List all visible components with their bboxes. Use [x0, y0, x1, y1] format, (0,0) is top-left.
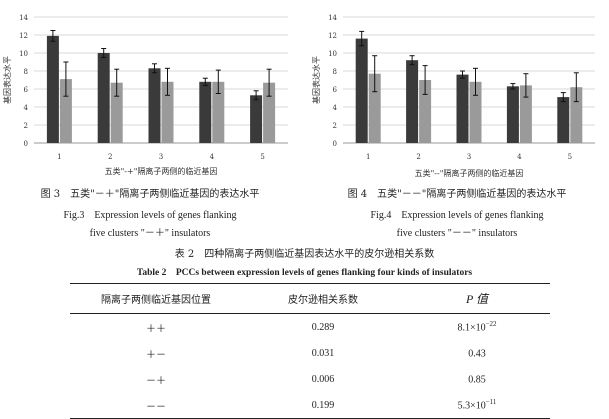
y-tick-label: 14 — [328, 14, 337, 22]
bar — [506, 86, 519, 143]
y-tick-label: 6 — [24, 86, 29, 94]
y-axis-label: 基因表达水平 — [311, 56, 321, 104]
table-2-title-cn: 表 2 四种隔离子两侧临近基因表达水平的皮尔逊相关系数 — [174, 249, 435, 260]
x-tick-label: 2 — [416, 153, 420, 161]
cell-p-value: 8.1×10−22 — [404, 314, 550, 341]
y-tick-label: 10 — [19, 50, 28, 58]
y-axis-label: 基因表达水平 — [2, 56, 12, 104]
x-axis-label: 五类"--"隔离子两侧的临近基因 — [415, 168, 524, 178]
y-tick-label: 4 — [24, 104, 29, 112]
x-tick-label: 2 — [108, 153, 112, 161]
cell-p-value: 0.85 — [404, 366, 550, 392]
figure-4-caption-en-2: five clusters "－－" insulators — [396, 228, 518, 239]
table-2-title-en: Table 2 PCCs between expression levels o… — [136, 268, 473, 278]
bar — [456, 74, 469, 143]
table-row: －＋ 0.006 0.85 — [70, 366, 550, 392]
y-tick-label: 0 — [333, 140, 337, 148]
y-tick-label: 12 — [328, 32, 337, 40]
bar — [148, 68, 161, 143]
header-pcc: 皮尔逊相关系数 — [242, 283, 404, 314]
y-tick-label: 10 — [328, 50, 337, 58]
bar — [557, 97, 570, 143]
figure-4-caption-cn: 图 4 五类"－－"隔离子两侧临近基因的表达水平 — [347, 189, 567, 200]
table-row: ＋＋ 0.289 8.1×10−22 — [70, 314, 550, 341]
x-axis-label: 五类"-+"隔离子两侧的临近基因 — [105, 166, 218, 176]
x-tick-label: 1 — [57, 153, 61, 161]
x-tick-label: 3 — [467, 153, 471, 161]
bar — [519, 85, 532, 143]
y-tick-label: 0 — [24, 140, 28, 148]
table-row: ＋－ 0.031 0.43 — [70, 340, 550, 366]
cell-position: ＋＋ — [146, 323, 166, 335]
bar — [110, 82, 123, 143]
y-tick-label: 2 — [24, 122, 28, 130]
header-p-value: P 值 — [404, 283, 550, 314]
cell-position: －＋ — [146, 375, 166, 387]
figure-4-caption-en-1: Fig.4 Expression levels of genes flankin… — [370, 210, 544, 221]
p-value-base: 8.1×10 — [457, 322, 486, 334]
bar — [59, 79, 72, 143]
x-tick-label: 1 — [366, 153, 370, 161]
y-tick-label: 12 — [19, 32, 28, 40]
y-tick-label: 2 — [333, 122, 337, 130]
bar — [355, 38, 368, 143]
x-tick-label: 3 — [159, 153, 163, 161]
p-value-exponent: −22 — [485, 320, 497, 329]
y-tick-label: 8 — [333, 68, 337, 76]
bar — [46, 35, 59, 143]
pcc-table: 隔离子两侧临近基因位置 皮尔逊相关系数 P 值 ＋＋ 0.289 8.1×10−… — [70, 283, 550, 419]
bar — [263, 82, 276, 143]
bar — [406, 60, 419, 144]
bar — [161, 81, 174, 143]
y-tick-label: 4 — [333, 104, 338, 112]
p-value-base: 5.3×10 — [457, 400, 486, 412]
y-tick-label: 8 — [24, 68, 28, 76]
bar — [368, 73, 381, 143]
x-tick-label: 4 — [210, 153, 215, 161]
x-tick-label: 5 — [568, 153, 572, 161]
table-row: －－ 0.199 5.3×10−11 — [70, 392, 550, 419]
y-tick-label: 14 — [19, 14, 28, 22]
p-value-base: 0.85 — [468, 374, 486, 386]
x-tick-label: 4 — [517, 153, 522, 161]
table-header-row: 隔离子两侧临近基因位置 皮尔逊相关系数 P 值 — [70, 283, 550, 314]
cell-p-value: 0.43 — [404, 340, 550, 366]
bar — [419, 80, 432, 143]
p-value-exponent: −11 — [485, 398, 497, 407]
cell-position: －－ — [70, 392, 242, 419]
bar — [199, 81, 212, 143]
p-value-base: 0.43 — [468, 348, 486, 360]
bar — [250, 95, 263, 143]
figure-4-chart: 0 2 4 6 8 10 12 14 1 2 3 4 5 基因表达水平 五类"--"隔离子两侧的临近基因 — [305, 0, 609, 184]
cell-p-value: 5.3×10−11 — [404, 392, 550, 419]
cell-pcc: 0.289 — [311, 321, 335, 333]
x-tick-label: 5 — [260, 153, 264, 161]
cell-pcc: 0.199 — [242, 392, 404, 419]
bar — [97, 53, 110, 143]
cell-pcc: 0.031 — [311, 347, 335, 359]
bar — [570, 87, 583, 143]
figure-3-chart: 0 2 4 6 8 10 12 14 1 2 3 4 5 基因表达水平 五类"-+"隔离子两侧的临近基因 — [0, 0, 300, 184]
figure-3-caption-cn: 图 3 五类"－＋"隔离子两侧临近基因的表达水平 — [40, 189, 260, 200]
figure-3-caption-en-2: five clusters "－＋" insulators — [89, 228, 211, 239]
bar — [212, 81, 225, 143]
cell-pcc: 0.006 — [311, 373, 335, 385]
y-tick-label: 6 — [333, 86, 338, 94]
cell-position: ＋－ — [146, 349, 166, 361]
figure-3-caption-en-1: Fig.3 Expression levels of genes flankin… — [63, 210, 237, 221]
bar — [469, 81, 482, 143]
header-insulator-position: 隔离子两侧临近基因位置 — [70, 283, 242, 314]
